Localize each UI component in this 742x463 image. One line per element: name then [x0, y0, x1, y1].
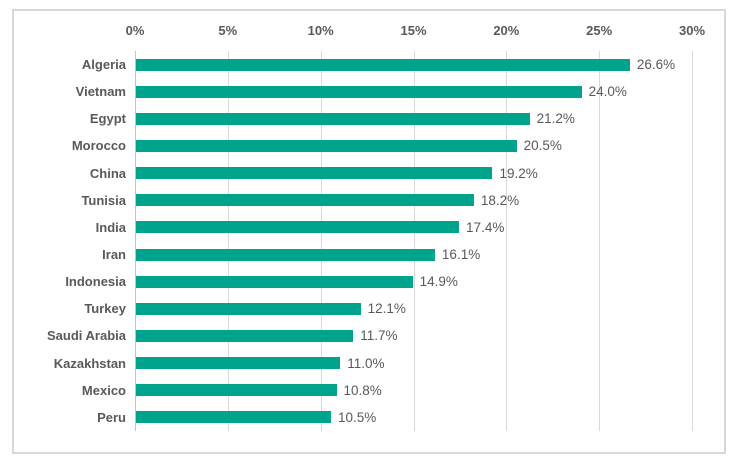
category-label: Turkey [84, 301, 126, 317]
bar-row: 17.4% [135, 214, 742, 241]
bar-row: 11.0% [135, 350, 742, 377]
category-label: Morocco [71, 138, 126, 154]
category-label: Mexico [81, 382, 126, 398]
chart-frame: 0% 5% 10% 15% 20% 25% 30% Algeria Vietnam Egypt M… [12, 9, 726, 454]
bar [136, 411, 331, 424]
bar [136, 221, 460, 234]
bar [136, 58, 630, 71]
bar [136, 194, 474, 207]
gridline [599, 51, 601, 431]
bar [136, 112, 530, 125]
bar-row: 24.0% [135, 78, 742, 105]
bar [136, 85, 582, 98]
gridline [692, 51, 693, 431]
category-label: Vietnam [75, 84, 126, 100]
bar-row: 21.2% [135, 105, 742, 132]
zero-axis-line [135, 51, 136, 431]
gridline [506, 51, 508, 431]
data-label: 24.0% [588, 84, 627, 100]
bar-row: 19.2% [135, 160, 742, 187]
bar-row: 10.5% [135, 404, 742, 431]
bar [136, 167, 493, 180]
bar-row: 12.1% [135, 295, 742, 322]
category-label: Iran [102, 247, 126, 262]
bar-row: 14.9% [135, 268, 742, 295]
data-label: 26.6% [636, 57, 676, 72]
bar-row: 16.1% [135, 241, 742, 268]
bar [136, 329, 354, 342]
x-axis-tick-label: 0% [125, 23, 145, 38]
data-label: 17.4% [466, 219, 505, 235]
category-label: Saudi Arabia [47, 328, 126, 344]
bar [136, 357, 341, 370]
category-label: Algeria [81, 57, 126, 72]
bar-row: 26.6% [135, 51, 742, 78]
bar [136, 384, 337, 397]
gridline [413, 51, 415, 431]
category-label: Kazakhstan [53, 355, 126, 371]
data-label: 16.1% [441, 247, 481, 262]
gridline [227, 51, 229, 431]
data-label: 14.9% [419, 274, 458, 290]
x-axis-tick-label: 15% [400, 23, 427, 38]
bar [136, 139, 517, 152]
x-axis-tick-label: 25% [586, 23, 613, 38]
bar [136, 302, 361, 315]
data-label: 10.5% [337, 409, 377, 425]
category-label: Peru [97, 409, 126, 425]
bar-row: 18.2% [135, 187, 742, 214]
gridline [320, 51, 322, 431]
bar-row: 11.7% [135, 322, 742, 349]
bar-row: 10.8% [135, 377, 742, 404]
data-label: 11.7% [360, 328, 398, 344]
category-label: China [89, 165, 126, 181]
bar [136, 275, 413, 288]
bar [136, 248, 435, 261]
category-label: Tunisia [81, 192, 126, 208]
bar-row: 20.5% [135, 132, 742, 159]
category-label: India [95, 219, 126, 235]
x-axis-tick-label: 20% [493, 23, 520, 38]
data-label: 19.2% [499, 165, 538, 181]
data-label: 11.0% [347, 355, 385, 371]
data-label: 12.1% [367, 301, 406, 317]
bar-chart: 0% 5% 10% 15% 20% 25% 30% Algeria Vietnam Egypt M… [14, 11, 724, 452]
data-label: 20.5% [523, 138, 562, 154]
data-label: 10.8% [343, 382, 382, 398]
x-axis-tick-label: 30% [678, 23, 706, 38]
category-label: Egypt [89, 111, 126, 127]
category-label: Indonesia [65, 274, 126, 290]
data-label: 18.2% [480, 192, 520, 208]
data-label: 21.2% [536, 111, 575, 127]
x-axis-tick-label: 10% [307, 23, 334, 38]
x-axis-tick-label: 5% [218, 23, 238, 38]
